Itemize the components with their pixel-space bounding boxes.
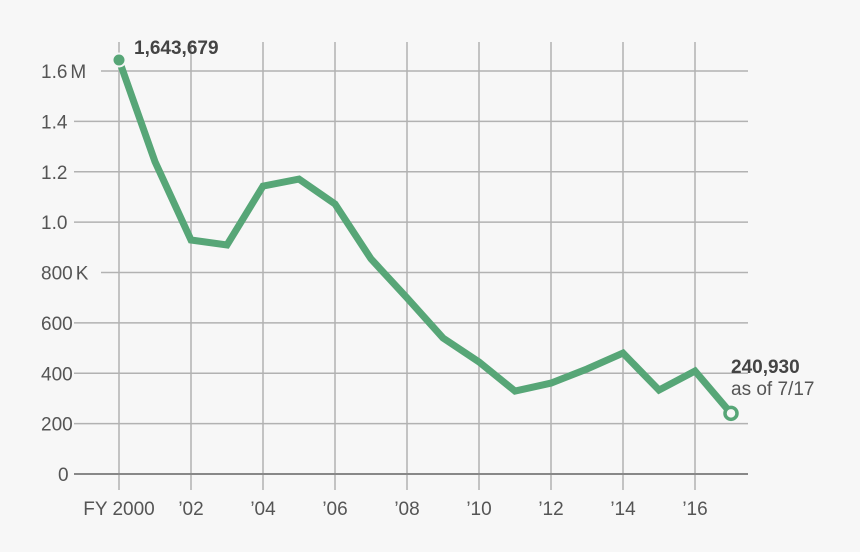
- horizontal-gridlines: [74, 70, 748, 475]
- x-tick-label: ’08: [394, 499, 419, 520]
- y-tick-label: 200: [41, 415, 73, 436]
- y-tick-label: 1.2: [41, 163, 67, 184]
- x-tick-label: ’02: [178, 499, 203, 520]
- data-line: [115, 58, 734, 416]
- x-tick-label: ’04: [250, 499, 276, 520]
- x-tick-label: ’14: [610, 499, 636, 520]
- y-axis-labels: 0 200 400 600 800 K 1.0 1.2 1.4 1.6 M: [41, 62, 89, 486]
- annotations: 1,643,679 240,930 as of 7/17: [134, 38, 814, 400]
- x-tick-label: ’12: [538, 499, 563, 520]
- x-tick-label: ’10: [466, 499, 491, 520]
- end-value-annotation: 240,930: [731, 357, 800, 378]
- x-tick-label: FY 2000: [83, 499, 154, 520]
- end-point-marker: [723, 405, 739, 422]
- data-markers: [111, 52, 739, 422]
- end-date-annotation: as of 7/17: [731, 379, 814, 400]
- vertical-gridlines: [118, 42, 696, 490]
- y-tick-label: 600: [41, 314, 73, 335]
- y-tick-label: 1.6 M: [41, 62, 86, 83]
- y-tick-label: 1.0: [41, 213, 67, 234]
- start-value-annotation: 1,643,679: [134, 38, 219, 59]
- start-point-marker: [111, 52, 127, 68]
- y-tick-label: 0: [58, 465, 69, 486]
- y-tick-label: 400: [41, 364, 73, 385]
- y-tick-label: 800 K: [41, 264, 89, 285]
- x-axis-labels: FY 2000 ’02 ’04 ’06 ’08 ’10 ’12 ’14 ’16: [83, 499, 707, 520]
- x-tick-label: ’16: [682, 499, 707, 520]
- y-tick-label: 1.4: [41, 112, 68, 133]
- x-tick-label: ’06: [322, 499, 347, 520]
